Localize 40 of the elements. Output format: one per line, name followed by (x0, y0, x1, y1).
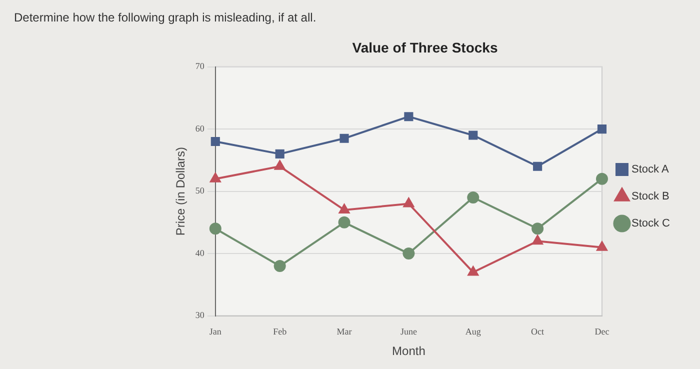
point (532, 235, 543, 245)
point (467, 192, 480, 204)
point (209, 222, 222, 235)
point (402, 248, 415, 260)
point (596, 241, 608, 251)
point (596, 172, 608, 185)
point (533, 162, 542, 171)
x-tick-label: Dec (594, 326, 610, 337)
y-tick-label: 30 (195, 310, 205, 320)
point (338, 216, 350, 228)
legend-label: Stock C (631, 218, 670, 230)
point (404, 112, 414, 122)
point (468, 266, 478, 276)
y-tick-label: 50 (195, 186, 205, 196)
point (597, 124, 607, 134)
y-tick-label: 40 (195, 248, 205, 258)
legend-label: Stock A (631, 164, 670, 176)
point (468, 130, 478, 140)
y-axis-title: Price (in Dollars) (174, 146, 188, 236)
x-tick-label: Mar (336, 326, 352, 337)
point (532, 222, 544, 235)
x-tick-label: June (400, 326, 417, 337)
y-tick-label: 60 (195, 123, 205, 134)
x-tick-label: Feb (273, 326, 288, 337)
point (275, 149, 284, 158)
y-tick-label: 70 (195, 61, 205, 72)
point (338, 204, 350, 214)
x-tick-label: Aug (465, 326, 482, 337)
point (210, 172, 221, 182)
chart-title: Value of Three Stocks (352, 39, 498, 56)
point (210, 136, 220, 146)
x-axis-title: Month (392, 344, 426, 358)
x-tick-label: Oct (531, 326, 545, 337)
text: Determine how the following graph is misleading, if at all. (14, 10, 316, 24)
x-tick-label: Jan (209, 326, 222, 337)
point (274, 260, 286, 272)
legend-label: Stock B (631, 190, 670, 203)
point (274, 160, 286, 170)
point (340, 134, 349, 143)
point (403, 198, 414, 208)
